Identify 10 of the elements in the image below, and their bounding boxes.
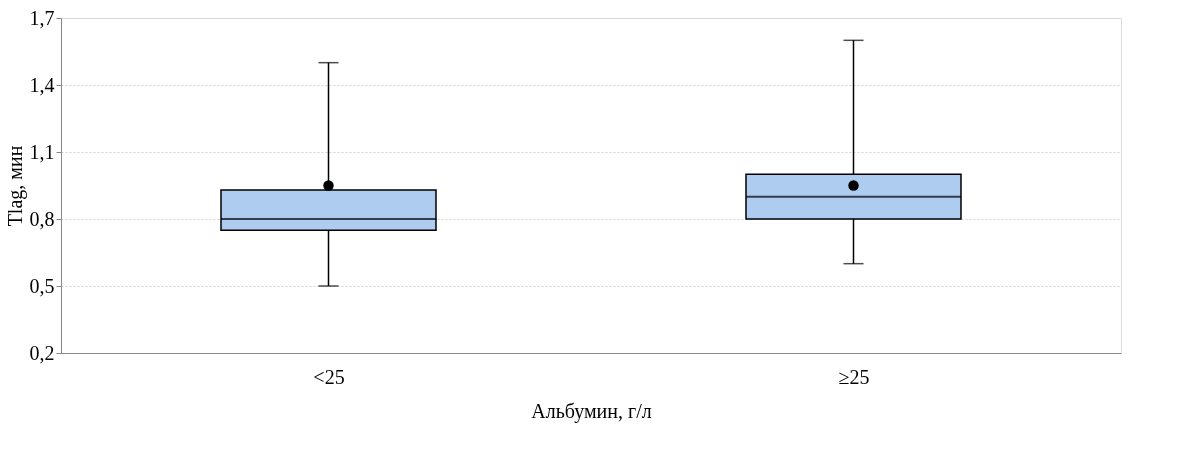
y-tick-label: 0,5 <box>29 274 55 297</box>
y-tick-label: 0,2 <box>29 341 55 364</box>
y-tick-label: 0,8 <box>29 207 55 230</box>
y-tick-label: 1,7 <box>29 6 55 29</box>
y-tick-label: 1,4 <box>29 73 55 96</box>
x-tick-label: <25 <box>313 365 345 388</box>
y-tick-label: 1,1 <box>29 140 55 163</box>
x-axis-title: Альбумин, г/л <box>531 399 652 423</box>
x-tick-label: ≥25 <box>838 365 870 388</box>
y-axis-title: Tlag, мин <box>3 145 27 227</box>
